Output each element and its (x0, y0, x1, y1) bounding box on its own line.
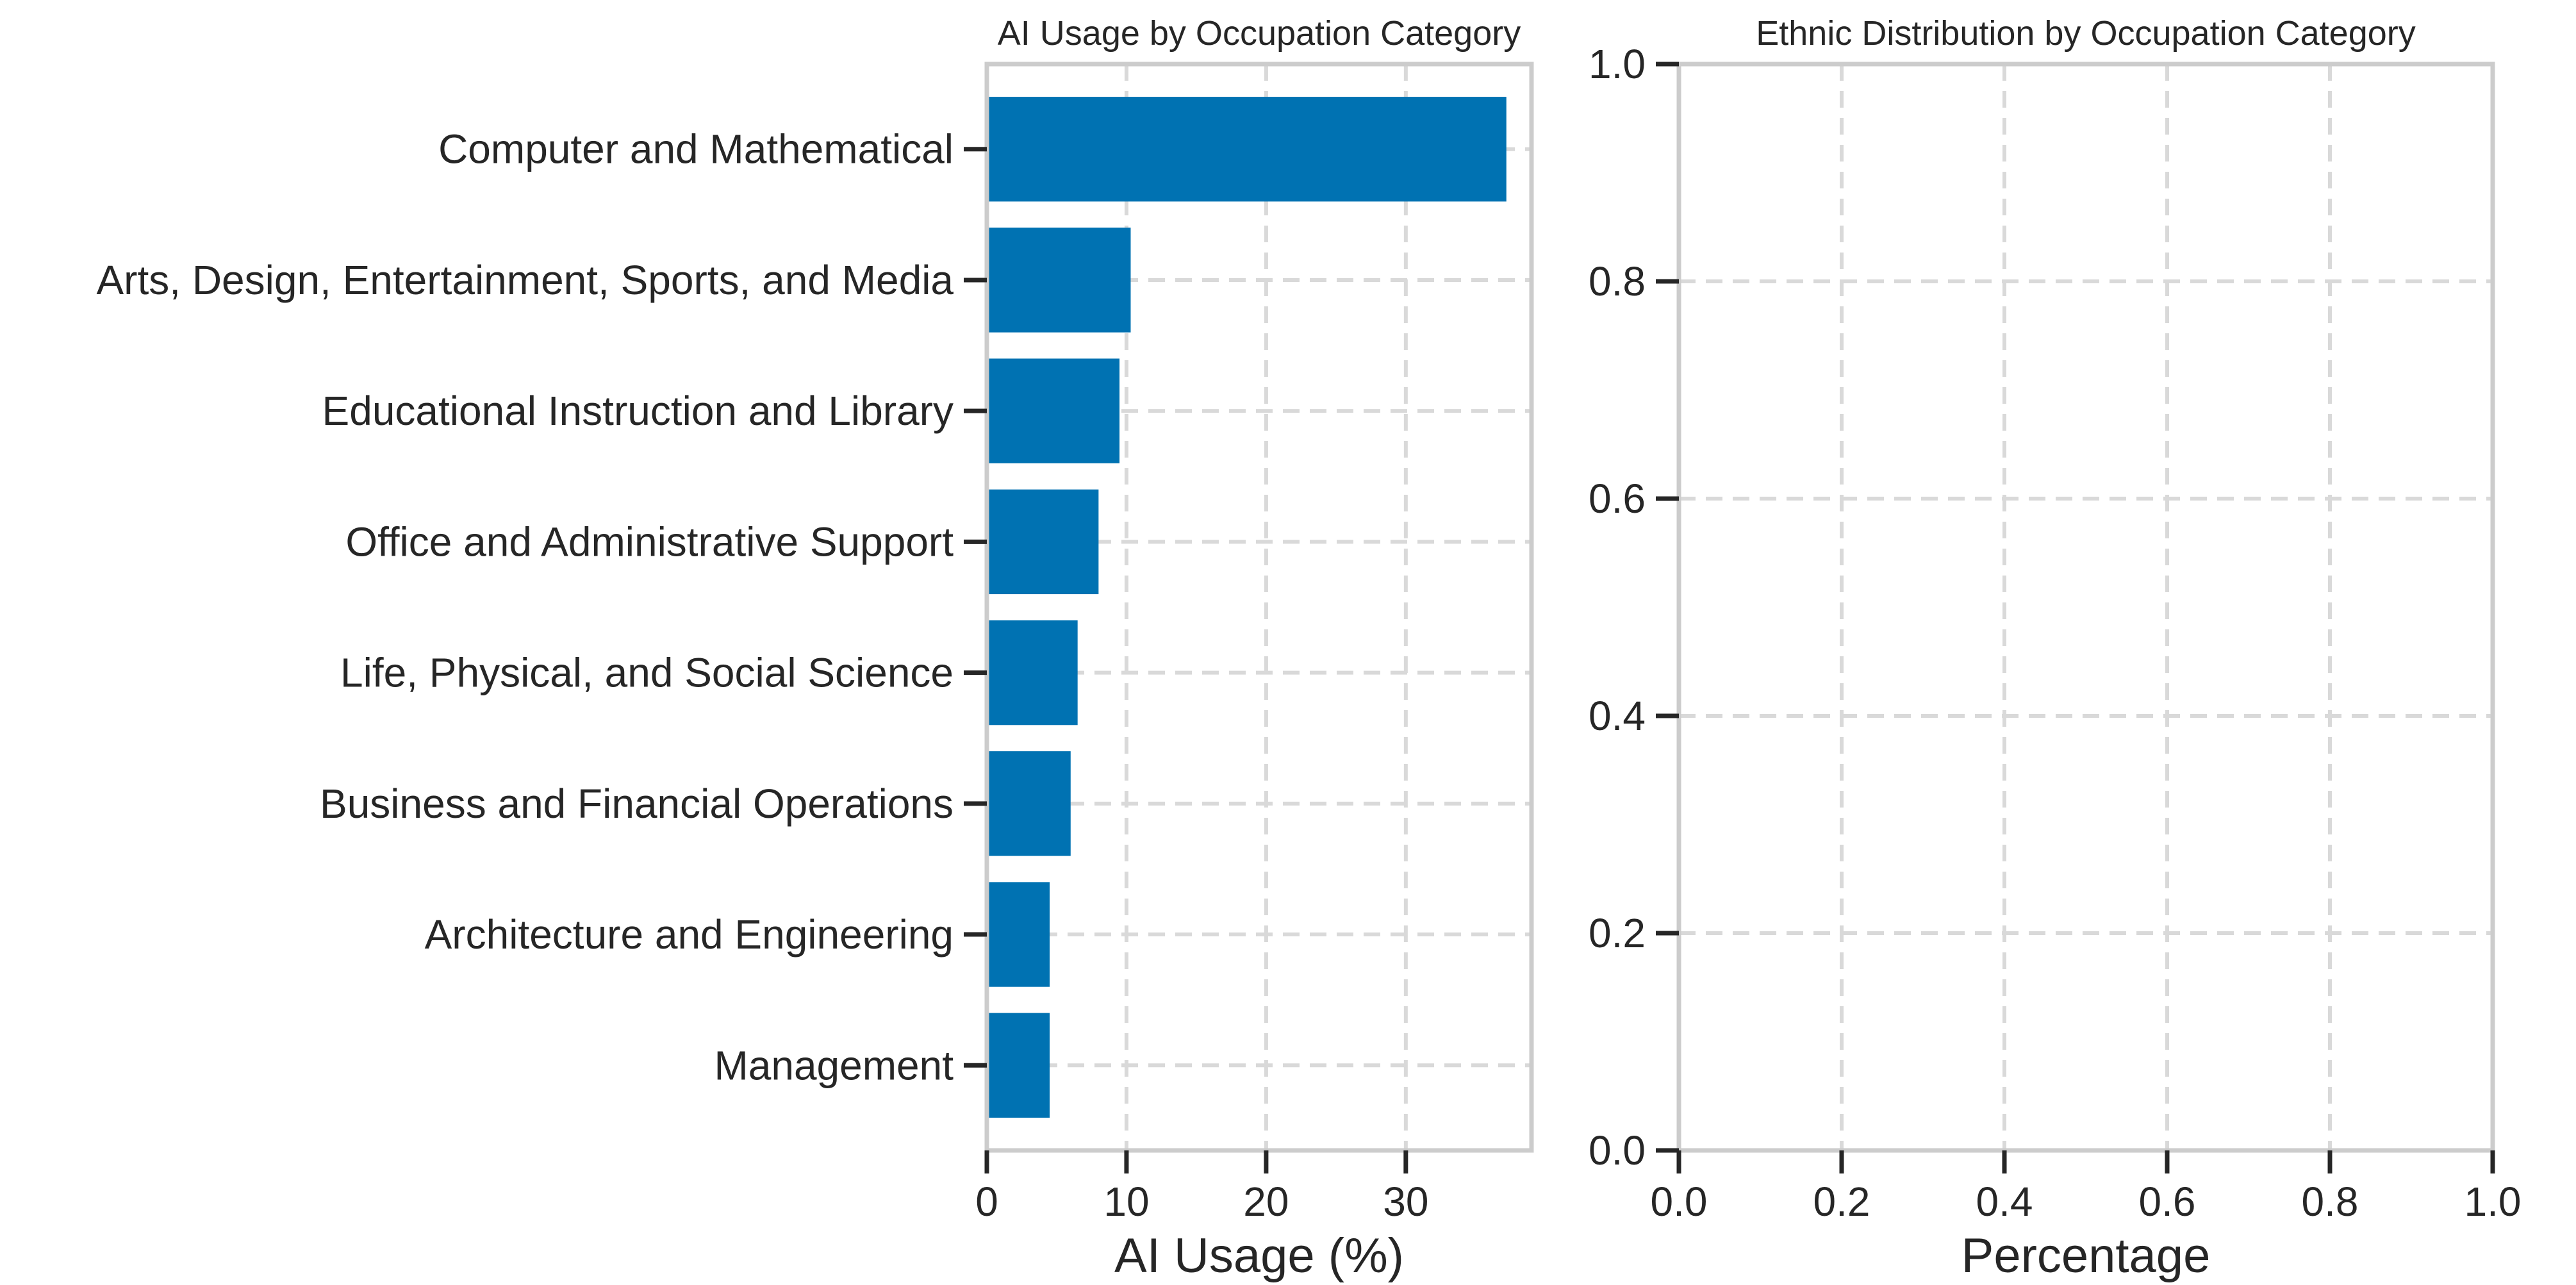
ai-usage-value-axis: 0 10 20 30 (975, 1150, 1428, 1225)
ethnic-xtick-label-0: 0.0 (1651, 1179, 1708, 1225)
ethnic-xtick-label-2: 0.4 (1976, 1179, 2033, 1225)
ethnic-ytick-label-1: 0.2 (1589, 910, 1646, 956)
ai-usage-category-label-5: Educational Instruction and Library (322, 388, 954, 434)
ai-usage-x-axis-label: AI Usage (%) (1114, 1229, 1404, 1283)
ethnic-xtick-label-3: 0.6 (2139, 1179, 2196, 1225)
ai-usage-bar-0 (987, 1013, 1050, 1118)
ai-usage-plot-frame (984, 62, 1534, 1153)
ai-usage-bars (987, 97, 1507, 1118)
ai-usage-xtick-label-3: 30 (1383, 1179, 1428, 1225)
ethnic-ytick-label-5: 1.0 (1589, 41, 1646, 87)
ai-usage-bar-2 (987, 751, 1071, 856)
ethnic-distribution-plot-frame (1676, 62, 2495, 1153)
ai-usage-xtick-label-0: 0 (975, 1179, 998, 1225)
ethnic-distribution-y-axis: 0.0 0.2 0.4 0.6 0.8 1.0 (1589, 41, 1679, 1173)
ethnic-xtick-label-4: 0.8 (2302, 1179, 2359, 1225)
ai-usage-category-label-3: Life, Physical, and Social Science (340, 650, 954, 696)
ethnic-distribution-chart-title: Ethnic Distribution by Occupation Catego… (1756, 14, 2416, 53)
ai-usage-category-label-4: Office and Administrative Support (345, 518, 954, 565)
ai-usage-panel: AI Usage by Occupation Category Manageme… (96, 14, 1534, 1283)
ai-usage-bar-5 (987, 358, 1120, 463)
ai-usage-category-label-0: Management (714, 1042, 954, 1088)
ai-usage-xtick-label-1: 10 (1103, 1179, 1149, 1225)
ethnic-distribution-panel: Ethnic Distribution by Occupation Catego… (1589, 14, 2521, 1283)
ai-usage-chart-title: AI Usage by Occupation Category (998, 14, 1521, 53)
ai-usage-bar-3 (987, 620, 1078, 725)
ethnic-xtick-label-5: 1.0 (2465, 1179, 2522, 1225)
ethnic-ytick-label-3: 0.6 (1589, 476, 1646, 522)
ethnic-distribution-x-axis: 0.0 0.2 0.4 0.6 0.8 1.0 (1651, 1150, 2522, 1225)
ai-usage-category-label-7: Computer and Mathematical (438, 126, 954, 172)
ethnic-ytick-label-4: 0.8 (1589, 258, 1646, 304)
ai-usage-bar-6 (987, 228, 1131, 333)
ai-usage-category-label-1: Architecture and Engineering (425, 911, 954, 958)
ethnic-ytick-label-2: 0.4 (1589, 693, 1646, 739)
ethnic-xtick-label-1: 0.2 (1813, 1179, 1870, 1225)
ai-usage-bar-7 (987, 97, 1507, 202)
ethnic-distribution-x-axis-label: Percentage (1961, 1229, 2211, 1283)
ai-usage-category-axis: Management Architecture and Engineering Bu… (96, 126, 987, 1088)
ai-usage-category-label-6: Arts, Design, Entertainment, Sports, and… (96, 257, 954, 303)
ai-usage-category-label-2: Business and Financial Operations (320, 781, 954, 827)
ai-usage-bar-4 (987, 489, 1099, 595)
ethnic-distribution-grid (1679, 64, 2493, 1150)
ai-usage-bar-1 (987, 882, 1050, 987)
ai-usage-grid (985, 64, 1532, 1150)
ai-usage-xtick-label-2: 20 (1243, 1179, 1289, 1225)
ethnic-ytick-label-0: 0.0 (1589, 1127, 1646, 1173)
